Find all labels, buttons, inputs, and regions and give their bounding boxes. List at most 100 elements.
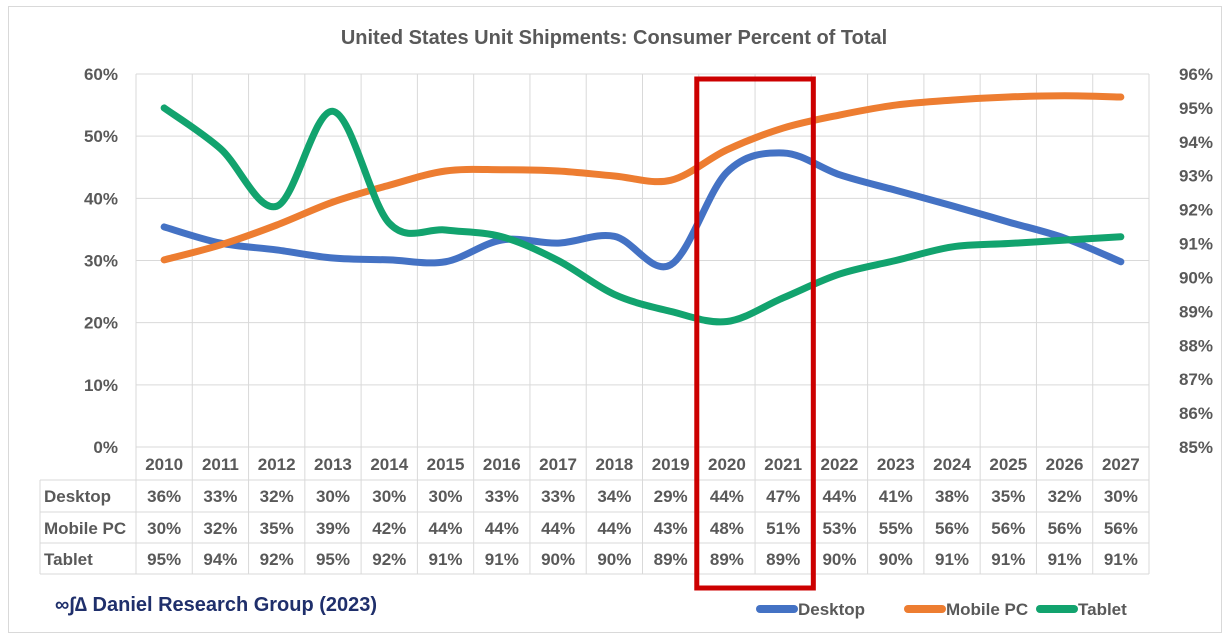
table-cell: 51% [766, 519, 800, 538]
category-label: 2025 [989, 455, 1027, 474]
table-cell: 53% [822, 519, 856, 538]
table-cell: 30% [429, 487, 463, 506]
table-cell: 89% [654, 550, 688, 569]
table-row-label: Desktop [44, 487, 111, 506]
table-cell: 38% [935, 487, 969, 506]
table-cell: 91% [429, 550, 463, 569]
table-cell: 94% [203, 550, 237, 569]
table-cell: 47% [766, 487, 800, 506]
legend-label: Mobile PC [946, 600, 1028, 619]
table-cell: 34% [597, 487, 631, 506]
credit-logo: ∞∫∆ Daniel Research Group (2023) [55, 594, 378, 616]
table-cell: 41% [879, 487, 913, 506]
table-cell: 56% [1048, 519, 1082, 538]
table-cell: 32% [260, 487, 294, 506]
table-cell: 91% [991, 550, 1025, 569]
category-label: 2015 [427, 455, 465, 474]
table-cell: 30% [1104, 487, 1138, 506]
table-cell: 36% [147, 487, 181, 506]
table-cell: 30% [316, 487, 350, 506]
category-label: 2023 [877, 455, 915, 474]
table-cell: 92% [260, 550, 294, 569]
category-label: 2018 [595, 455, 633, 474]
left-axis-tick: 40% [84, 189, 118, 208]
right-axis-tick: 95% [1179, 99, 1213, 118]
table-cell: 55% [879, 519, 913, 538]
table-cell: 91% [1104, 550, 1138, 569]
category-label: 2024 [933, 455, 971, 474]
left-axis-tick: 20% [84, 314, 118, 333]
table-cell: 89% [766, 550, 800, 569]
right-axis-tick: 91% [1179, 235, 1213, 254]
table-cell: 35% [260, 519, 294, 538]
table-cell: 42% [372, 519, 406, 538]
right-axis-tick: 87% [1179, 370, 1213, 389]
left-axis-tick: 30% [84, 252, 118, 271]
table-cell: 32% [203, 519, 237, 538]
table-cell: 44% [485, 519, 519, 538]
table-cell: 95% [316, 550, 350, 569]
table-cell: 56% [1104, 519, 1138, 538]
right-axis-tick: 92% [1179, 201, 1213, 220]
table-cell: 89% [710, 550, 744, 569]
table-cell: 33% [485, 487, 519, 506]
category-label: 2027 [1102, 455, 1140, 474]
category-label: 2022 [821, 455, 859, 474]
table-cell: 48% [710, 519, 744, 538]
table-cell: 44% [710, 487, 744, 506]
left-axis-tick: 0% [93, 438, 118, 457]
category-label: 2012 [258, 455, 296, 474]
table-cell: 90% [597, 550, 631, 569]
table-cell: 91% [935, 550, 969, 569]
table-cell: 30% [372, 487, 406, 506]
table-cell: 43% [654, 519, 688, 538]
legend-label: Desktop [798, 600, 865, 619]
table-row-label: Mobile PC [44, 519, 126, 538]
left-axis-tick: 50% [84, 127, 118, 146]
table-cell: 90% [879, 550, 913, 569]
table-cell: 35% [991, 487, 1025, 506]
category-label: 2026 [1046, 455, 1084, 474]
category-label: 2016 [483, 455, 521, 474]
table-cell: 56% [991, 519, 1025, 538]
left-axis-tick: 60% [84, 65, 118, 84]
table-cell: 44% [429, 519, 463, 538]
left-axis-tick: 10% [84, 376, 118, 395]
table-cell: 91% [1048, 550, 1082, 569]
series-line-mobile-pc [160, 92, 1125, 264]
right-axis-tick: 85% [1179, 438, 1213, 457]
category-label: 2010 [145, 455, 183, 474]
table-cell: 95% [147, 550, 181, 569]
category-label: 2011 [202, 455, 239, 474]
chart-frame [8, 6, 1222, 633]
table-row-label: Tablet [44, 550, 93, 569]
table-cell: 33% [541, 487, 575, 506]
category-label: 2014 [370, 455, 408, 474]
category-label: 2021 [764, 455, 802, 474]
right-axis-tick: 86% [1179, 404, 1213, 423]
table-cell: 32% [1048, 487, 1082, 506]
category-label: 2020 [708, 455, 746, 474]
table-cell: 90% [822, 550, 856, 569]
legend-label: Tablet [1078, 600, 1127, 619]
table-cell: 90% [541, 550, 575, 569]
series-line-desktop [160, 149, 1125, 271]
table-cell: 92% [372, 550, 406, 569]
table-cell: 91% [485, 550, 519, 569]
table-cell: 44% [541, 519, 575, 538]
highlight-box [694, 76, 816, 591]
table-cell: 44% [597, 519, 631, 538]
right-axis-tick: 96% [1179, 65, 1213, 84]
right-axis-tick: 90% [1179, 268, 1213, 287]
category-label: 2017 [539, 455, 577, 474]
right-axis-tick: 93% [1179, 167, 1213, 186]
right-axis-tick: 88% [1179, 336, 1213, 355]
chart-title: United States Unit Shipments: Consumer P… [341, 27, 887, 49]
series-line-tablet [160, 104, 1125, 326]
table-cell: 39% [316, 519, 350, 538]
table-cell: 56% [935, 519, 969, 538]
right-axis-tick: 89% [1179, 302, 1213, 321]
category-label: 2019 [652, 455, 690, 474]
